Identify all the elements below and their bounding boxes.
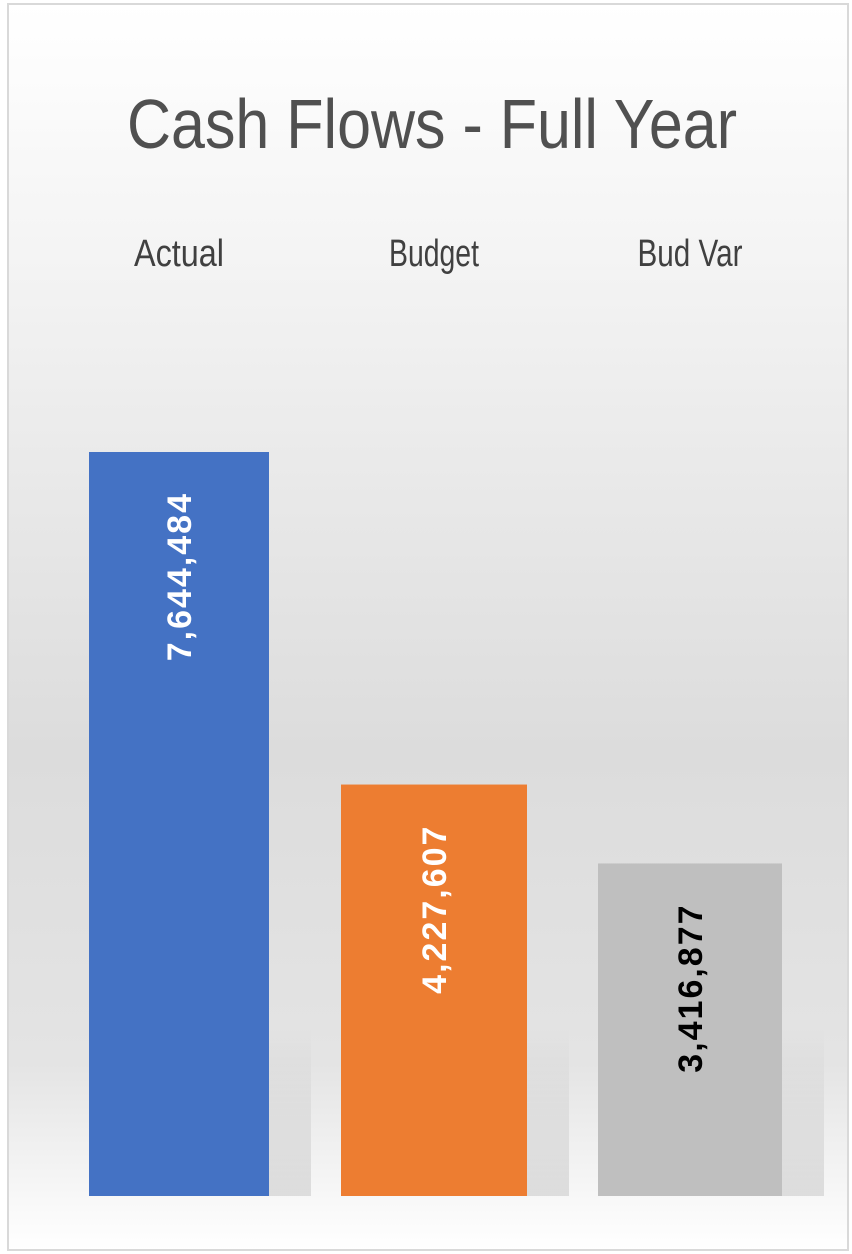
bar	[89, 452, 269, 1196]
data-label: 3,416,877	[672, 903, 710, 1072]
chart-title: Cash Flows - Full Year	[127, 85, 737, 163]
data-label: 7,644,484	[161, 492, 199, 661]
data-label: 4,227,607	[416, 825, 454, 994]
category-label: Budget	[389, 233, 479, 275]
category-label: Actual	[134, 233, 224, 275]
category-label: Bud Var	[638, 233, 743, 275]
bar	[598, 863, 782, 1196]
bar	[341, 784, 527, 1196]
